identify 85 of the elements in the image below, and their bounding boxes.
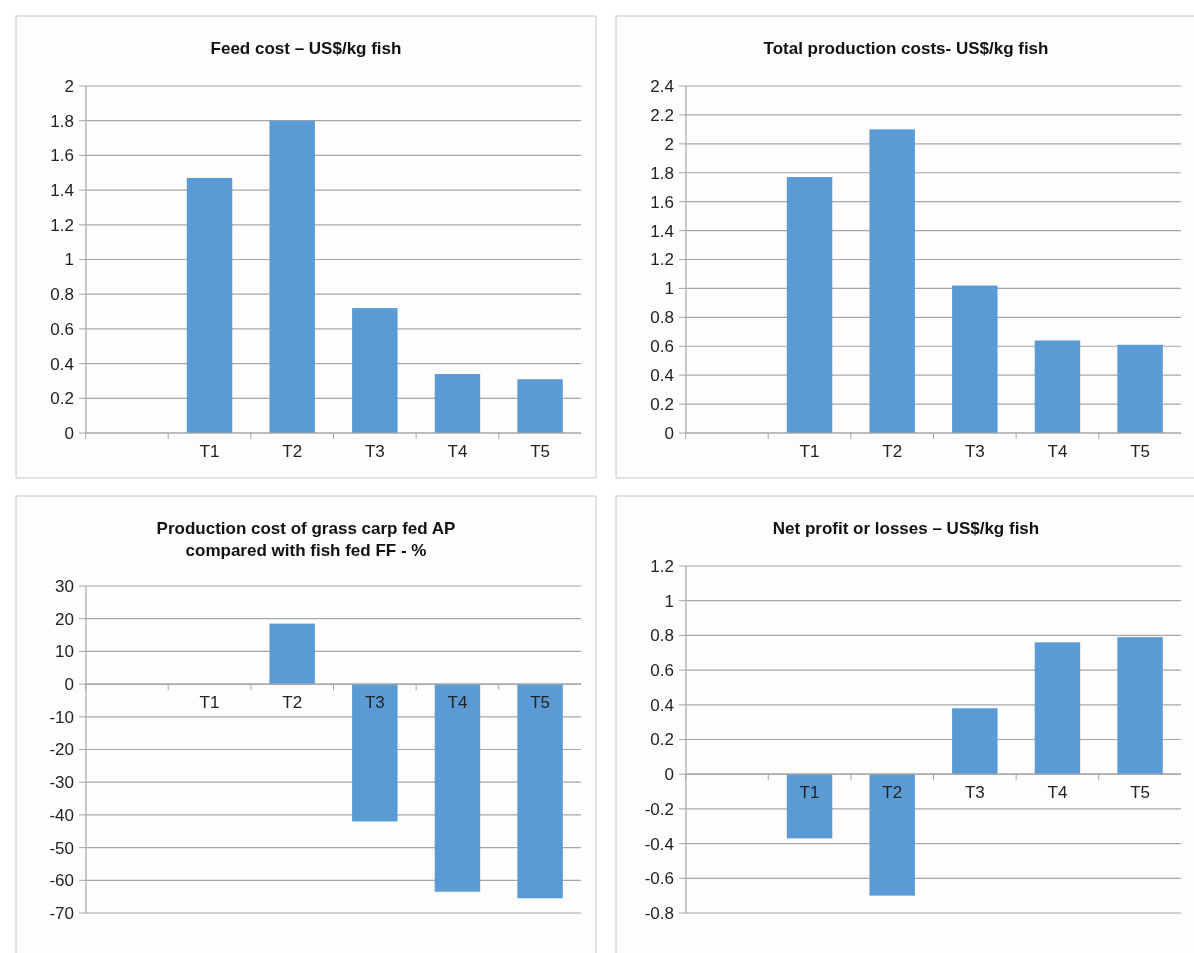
y-tick-label: 1 [664, 591, 674, 611]
bar [869, 129, 915, 433]
chart-title: Total production costs- US$/kg fish [763, 39, 1049, 58]
y-tick-label: 0.8 [650, 308, 674, 328]
y-tick-label: 2.2 [650, 105, 674, 125]
y-tick-label: -50 [49, 838, 74, 858]
y-tick-label: 30 [55, 576, 74, 596]
bar [1034, 340, 1081, 433]
y-tick-label: 0.4 [650, 695, 674, 715]
bar [434, 374, 481, 433]
bar [1117, 637, 1163, 775]
x-tick-label: T3 [364, 442, 385, 461]
y-tick-label: 0 [664, 423, 674, 443]
y-tick-label: 2.4 [650, 76, 674, 96]
x-tick-label: T2 [882, 783, 903, 803]
y-tick-label: -0.2 [644, 799, 674, 819]
y-tick-label: 1 [664, 279, 674, 299]
y-tick-label: 0.8 [650, 626, 674, 646]
y-tick-label: -0.8 [644, 903, 674, 923]
bar [269, 120, 315, 433]
y-tick-label: 0 [64, 675, 74, 695]
y-tick-label: 2 [64, 76, 74, 96]
x-tick-label: T2 [882, 442, 903, 461]
y-tick-label: -10 [49, 707, 74, 727]
x-tick-label: T5 [1130, 442, 1151, 461]
y-tick-label: 0.4 [650, 366, 674, 386]
y-tick-label: -0.4 [644, 834, 674, 854]
y-tick-label: 0.2 [650, 730, 674, 750]
y-tick-label: 0 [664, 765, 674, 785]
x-tick-label: T5 [530, 442, 551, 461]
y-tick-label: -0.6 [644, 869, 674, 889]
chart-title: Production cost of grass carp fed AP compared with fish fed FF - % [156, 519, 456, 560]
bar [952, 285, 998, 433]
bar [1034, 642, 1081, 775]
y-tick-label: 1.6 [650, 192, 674, 212]
y-tick-label: 0.2 [650, 395, 674, 415]
y-tick-label: 0 [64, 423, 74, 443]
y-tick-label: 1.8 [50, 111, 74, 131]
y-tick-label: 1.6 [50, 146, 74, 166]
y-tick-label: 0.8 [50, 285, 74, 305]
x-tick-label: T2 [282, 442, 303, 461]
y-tick-label: 10 [55, 642, 74, 662]
bar [952, 708, 998, 775]
y-tick-label: 1.2 [650, 556, 674, 576]
y-tick-label: 0.2 [50, 389, 74, 409]
y-tick-label: 0.6 [650, 661, 674, 681]
y-tick-label: 20 [55, 609, 74, 629]
y-tick-label: 0.6 [650, 337, 674, 357]
x-tick-label: T3 [964, 442, 985, 461]
y-tick-label: -20 [49, 740, 74, 760]
x-tick-label: T1 [199, 442, 220, 461]
y-tick-label: 1.8 [650, 163, 674, 183]
x-tick-label: T1 [799, 442, 820, 461]
y-tick-label: 1 [64, 250, 74, 270]
x-tick-label: T5 [1130, 783, 1151, 803]
y-tick-label: 0.4 [50, 354, 74, 374]
y-tick-label: 0.6 [50, 319, 74, 339]
chart-title: Net profit or losses – US$/kg fish [772, 519, 1040, 538]
bar [786, 774, 833, 839]
y-tick-label: 2 [664, 134, 674, 154]
y-tick-label: -60 [49, 871, 74, 891]
bar [1117, 344, 1163, 433]
x-tick-label: T5 [530, 693, 551, 713]
x-tick-label: T4 [447, 442, 468, 461]
y-tick-label: 1.2 [650, 250, 674, 270]
bar [786, 177, 833, 433]
x-tick-label: T1 [799, 783, 820, 803]
y-tick-label: 1.4 [50, 181, 74, 201]
x-tick-label: T2 [282, 693, 303, 713]
y-tick-label: 1.2 [50, 215, 74, 235]
x-tick-label: T3 [964, 783, 985, 803]
x-tick-label: T4 [1047, 442, 1068, 461]
x-tick-label: T4 [447, 693, 468, 713]
x-tick-label: T4 [1047, 783, 1068, 803]
x-tick-label: T1 [199, 693, 220, 713]
bar [869, 774, 915, 896]
bar [517, 379, 563, 433]
bar [352, 308, 398, 433]
chart-title: Feed cost – US$/kg fish [210, 39, 402, 58]
y-tick-label: -30 [49, 773, 74, 793]
y-tick-label: 1.4 [650, 221, 674, 241]
bar [186, 177, 233, 433]
x-tick-label: T3 [364, 693, 385, 713]
y-tick-label: -70 [49, 903, 74, 923]
y-tick-label: -40 [49, 805, 74, 825]
